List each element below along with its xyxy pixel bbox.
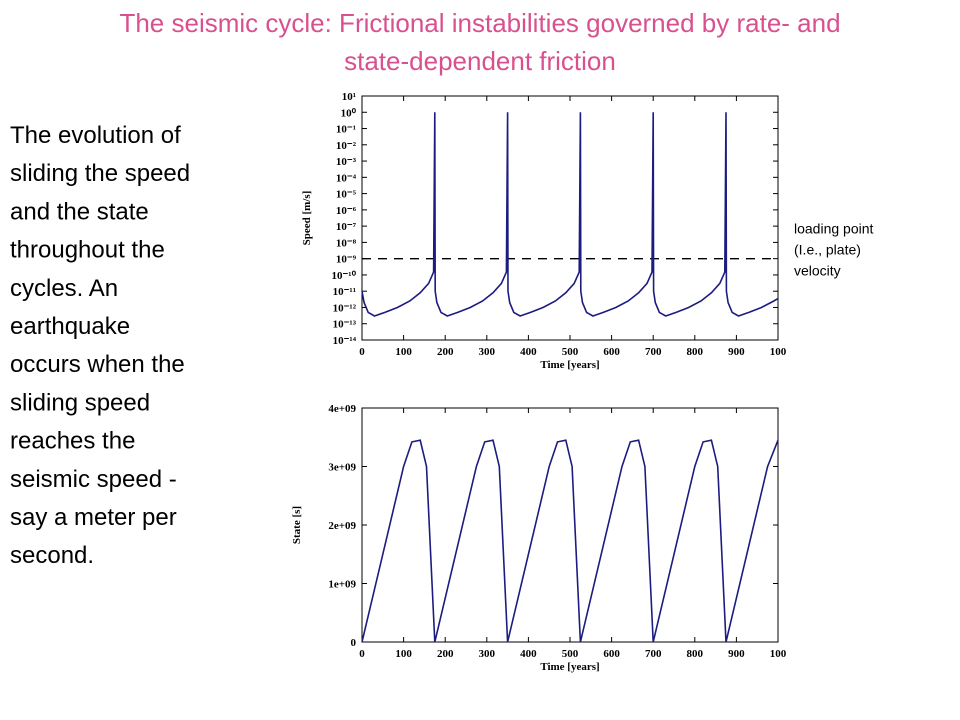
- body-text: seismic speed -: [10, 466, 177, 493]
- y-tick-label: 4e+09: [328, 403, 356, 415]
- y-tick-label: 10⁻⁸: [336, 237, 357, 249]
- body-text: reaches the: [10, 428, 135, 455]
- annotation: velocity: [794, 263, 841, 279]
- x-tick-label: 800: [687, 346, 704, 358]
- y-tick-label: 10¹: [342, 91, 356, 103]
- y-tick-label: 10⁻⁹: [336, 254, 357, 266]
- data-line: [361, 112, 779, 317]
- y-tick-label: 10⁻²: [336, 140, 357, 152]
- body-text: occurs when the: [10, 351, 185, 378]
- y-tick-label: 10⁻¹³: [333, 319, 357, 331]
- y-tick-label: 10⁻³: [336, 156, 357, 168]
- x-tick-label: 0: [359, 648, 365, 660]
- slide-title: The seismic cycle: Frictional instabilit…: [119, 8, 840, 38]
- y-tick-label: 1e+09: [328, 579, 356, 591]
- plot-frame: [361, 95, 779, 341]
- x-tick-label: 700: [645, 648, 662, 660]
- body-text: The evolution of: [10, 122, 181, 149]
- x-axis-label: Time [years]: [540, 359, 599, 371]
- y-tick-label: 3e+09: [328, 462, 356, 474]
- x-tick-label: 200: [437, 648, 454, 660]
- y-axis-label: State [s]: [291, 506, 303, 544]
- annotation: (I.e., plate): [794, 242, 861, 258]
- x-tick-label: 100: [770, 346, 787, 358]
- y-tick-label: 10⁰: [341, 107, 357, 119]
- x-tick-label: 0: [359, 346, 365, 358]
- y-tick-label: 10⁻⁶: [336, 205, 357, 217]
- body-text: say a meter per: [10, 504, 177, 531]
- x-tick-label: 600: [603, 346, 620, 358]
- plot-frame: [361, 407, 779, 643]
- y-axis-label: Speed [m/s]: [301, 191, 313, 246]
- y-tick-label: 10⁻⁴: [336, 172, 357, 184]
- x-tick-label: 300: [479, 648, 496, 660]
- x-tick-label: 700: [645, 346, 662, 358]
- body-text: sliding speed: [10, 389, 150, 416]
- x-tick-label: 400: [520, 346, 537, 358]
- y-tick-label: 2e+09: [328, 520, 356, 532]
- x-axis-label: Time [years]: [540, 661, 599, 673]
- y-tick-label: 10⁻¹²: [333, 302, 357, 314]
- x-tick-label: 100: [770, 648, 787, 660]
- x-tick-label: 200: [437, 346, 454, 358]
- x-tick-label: 900: [728, 346, 745, 358]
- y-tick-label: 10⁻¹¹: [333, 286, 356, 298]
- body-text: and the state: [10, 198, 149, 225]
- data-line: [361, 439, 779, 643]
- body-text: sliding the speed: [10, 160, 190, 187]
- body-text: cycles. An: [10, 275, 118, 302]
- x-tick-label: 500: [562, 346, 579, 358]
- body-text: earthquake: [10, 313, 130, 340]
- x-tick-label: 800: [687, 648, 704, 660]
- slide-title: state-dependent friction: [344, 46, 616, 76]
- x-tick-label: 600: [603, 648, 620, 660]
- body-text: second.: [10, 542, 94, 569]
- y-tick-label: 10⁻⁷: [336, 221, 357, 233]
- y-tick-label: 10⁻¹: [336, 124, 356, 136]
- x-tick-label: 400: [520, 648, 537, 660]
- x-tick-label: 100: [395, 346, 412, 358]
- y-tick-label: 10⁻¹⁴: [333, 335, 357, 347]
- annotation: loading point: [794, 221, 874, 237]
- y-tick-label: 0: [351, 637, 357, 649]
- x-tick-label: 900: [728, 648, 745, 660]
- body-text: throughout the: [10, 237, 165, 264]
- x-tick-label: 100: [395, 648, 412, 660]
- x-tick-label: 500: [562, 648, 579, 660]
- y-tick-label: 10⁻⁵: [336, 189, 357, 201]
- y-tick-label: 10⁻¹⁰: [331, 270, 356, 282]
- x-tick-label: 300: [479, 346, 496, 358]
